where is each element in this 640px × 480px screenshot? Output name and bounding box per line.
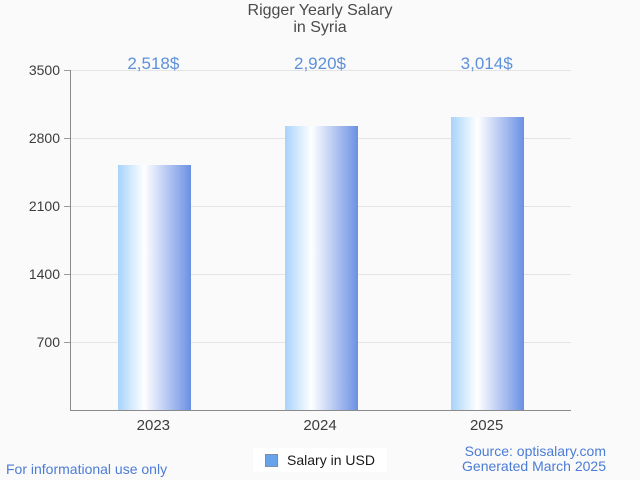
bar-2025 <box>451 117 525 410</box>
legend-swatch-icon <box>265 453 279 467</box>
y-axis-tick <box>64 342 70 343</box>
chart-title-line1: Rigger Yearly Salary <box>247 2 393 19</box>
source-block: Source: optisalary.com Generated March 2… <box>462 444 606 474</box>
x-axis-label: 2024 <box>303 417 337 434</box>
generated-text: Generated March 2025 <box>462 458 606 474</box>
bar-2023 <box>117 165 191 410</box>
legend-label: Salary in USD <box>287 452 375 468</box>
disclaimer-text: For informational use only <box>6 461 168 477</box>
bar-value-label: 3,014$ <box>460 54 513 73</box>
y-axis-tick <box>64 206 70 207</box>
x-axis-label: 2023 <box>136 417 171 434</box>
y-axis-tick <box>64 274 70 275</box>
gridline <box>71 70 571 71</box>
x-axis-label: 2025 <box>469 417 504 434</box>
source-text: Source: optisalary.com <box>464 443 606 459</box>
y-axis-label: 2100 <box>28 198 60 214</box>
y-axis-label: 700 <box>36 334 60 350</box>
y-axis-label: 2800 <box>28 130 60 146</box>
chart-title: Rigger Yearly Salary in Syria <box>0 2 640 36</box>
plot-area: 700 1400 2100 2800 3500 <box>29 62 571 411</box>
y-axis-tick <box>64 70 70 71</box>
bar-value-label: 2,920$ <box>294 54 346 73</box>
bar-value-label: 2,518$ <box>127 54 180 73</box>
chart-title-line2: in Syria <box>293 19 347 36</box>
y-axis-label: 1400 <box>28 266 60 282</box>
y-axis-label: 3500 <box>28 62 60 78</box>
bar-2024 <box>284 126 358 410</box>
legend: Salary in USD <box>253 448 387 472</box>
y-axis-tick <box>64 138 70 139</box>
